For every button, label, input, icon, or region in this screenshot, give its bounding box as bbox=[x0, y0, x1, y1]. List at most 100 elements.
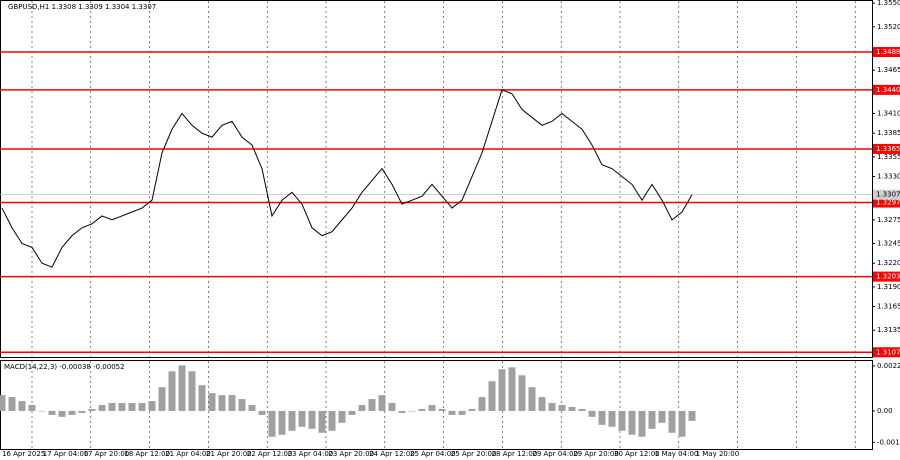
macd-bar bbox=[418, 408, 426, 411]
x-tick-label: 22 Apr 12:00 bbox=[247, 450, 293, 458]
y-tick-label: 1.3465 bbox=[877, 66, 900, 74]
level-label: 1.3107 bbox=[876, 348, 900, 356]
macd-bar bbox=[168, 371, 176, 411]
price-line bbox=[1, 89, 693, 268]
x-tick-label: 29 Apr 04:00 bbox=[532, 450, 578, 458]
level-label-box bbox=[873, 84, 900, 95]
macd-bar bbox=[538, 397, 546, 411]
macd-bar bbox=[338, 410, 346, 423]
macd-bar bbox=[588, 410, 596, 417]
current-price-label: 1.3307 bbox=[876, 191, 900, 199]
macd-bar bbox=[618, 410, 626, 431]
x-tick-label: 17 Apr 20:00 bbox=[84, 450, 130, 458]
y-tick-label: 1.3165 bbox=[877, 303, 900, 311]
macd-bar bbox=[448, 410, 456, 415]
macd-bar bbox=[258, 410, 266, 415]
macd-bar bbox=[278, 410, 286, 435]
macd-bar bbox=[198, 385, 206, 411]
level-label-box bbox=[873, 271, 900, 282]
macd-title: MACD(14,22,3) -0.00038 -0.00052 bbox=[4, 363, 125, 371]
macd-bar bbox=[558, 405, 566, 411]
x-tick-label: 25 Apr 20:00 bbox=[451, 450, 497, 458]
level-label-box bbox=[873, 197, 900, 208]
macd-bar bbox=[378, 395, 386, 411]
macd-bar bbox=[568, 406, 576, 411]
macd-tick-label: 0.00227 bbox=[877, 362, 900, 370]
y-tick-label: 1.3520 bbox=[877, 23, 900, 31]
macd-bar bbox=[228, 395, 236, 411]
macd-bar bbox=[438, 408, 446, 411]
macd-bar bbox=[108, 403, 116, 411]
macd-bar bbox=[128, 403, 136, 411]
macd-bar bbox=[648, 410, 656, 429]
macd-bar bbox=[298, 410, 306, 427]
level-label: 1.3297 bbox=[876, 199, 900, 207]
macd-bar bbox=[488, 381, 496, 411]
current-price-box bbox=[873, 189, 900, 200]
macd-bar bbox=[638, 410, 646, 437]
macd-bar bbox=[348, 410, 356, 415]
level-label-box bbox=[873, 347, 900, 358]
x-tick-label: 18 Apr 12:00 bbox=[124, 450, 170, 458]
macd-bar bbox=[38, 410, 46, 412]
macd-bar bbox=[678, 410, 686, 437]
x-tick-label: 21 Apr 04:00 bbox=[165, 450, 211, 458]
macd-bar bbox=[218, 395, 226, 411]
level-label: 1.3440 bbox=[876, 86, 900, 94]
macd-bar bbox=[18, 401, 26, 411]
y-tick-label: 1.3385 bbox=[877, 129, 900, 137]
macd-bar bbox=[158, 387, 166, 411]
chart-title: GBPUSD,H1 1.3308 1.3309 1.3304 1.3307 bbox=[8, 3, 156, 11]
macd-bar bbox=[628, 410, 636, 435]
y-tick-label: 1.3220 bbox=[877, 259, 900, 267]
y-tick-label: 1.3330 bbox=[877, 173, 900, 181]
y-tick-label: 1.3190 bbox=[877, 283, 900, 291]
macd-bar bbox=[518, 375, 526, 411]
level-label: 1.3365 bbox=[876, 145, 900, 153]
macd-bar bbox=[98, 405, 106, 411]
macd-bar bbox=[458, 410, 466, 415]
macd-bar bbox=[268, 410, 276, 437]
macd-bar bbox=[48, 410, 56, 415]
macd-bar bbox=[28, 405, 36, 411]
macd-tick-label: 0.00 bbox=[877, 407, 893, 415]
macd-bar bbox=[388, 403, 396, 411]
macd-bar bbox=[578, 408, 586, 411]
x-tick-label: 24 Apr 12:00 bbox=[369, 450, 415, 458]
macd-bar bbox=[308, 410, 316, 429]
x-tick-label: 17 Apr 04:00 bbox=[43, 450, 89, 458]
macd-bar bbox=[288, 410, 296, 431]
macd-bar bbox=[148, 401, 156, 411]
x-tick-label: 16 Apr 2025 bbox=[2, 450, 45, 458]
x-tick-label: 29 Apr 20:00 bbox=[573, 450, 619, 458]
y-tick-label: 1.3135 bbox=[877, 326, 900, 334]
price-panel bbox=[0, 0, 873, 358]
level-label-box bbox=[873, 47, 900, 58]
macd-bar bbox=[178, 365, 186, 411]
macd-bar bbox=[608, 410, 616, 427]
macd-bar bbox=[478, 397, 486, 411]
y-tick-label: 1.3410 bbox=[877, 109, 900, 117]
macd-bar bbox=[668, 410, 676, 433]
macd-bar bbox=[358, 405, 366, 411]
macd-bar bbox=[428, 405, 436, 411]
macd-bar bbox=[68, 410, 76, 415]
macd-bar bbox=[328, 410, 336, 431]
macd-bar bbox=[408, 410, 416, 412]
level-label: 1.3488 bbox=[876, 48, 900, 56]
macd-bar bbox=[188, 371, 196, 411]
macd-bar bbox=[138, 403, 146, 411]
x-tick-label: 25 Apr 04:00 bbox=[410, 450, 456, 458]
x-tick-label: 1 May 04:00 bbox=[655, 450, 699, 458]
macd-bar bbox=[468, 408, 476, 411]
macd-bar bbox=[208, 393, 216, 411]
macd-bar bbox=[0, 395, 6, 411]
x-tick-label: 28 Apr 12:00 bbox=[492, 450, 538, 458]
macd-tick-label: -0.00158 bbox=[877, 438, 900, 446]
macd-bar bbox=[78, 410, 86, 413]
macd-bar bbox=[318, 410, 326, 433]
x-tick-label: 21 Apr 20:00 bbox=[206, 450, 252, 458]
x-tick-label: 30 Apr 12:00 bbox=[614, 450, 660, 458]
macd-bar bbox=[528, 387, 536, 411]
